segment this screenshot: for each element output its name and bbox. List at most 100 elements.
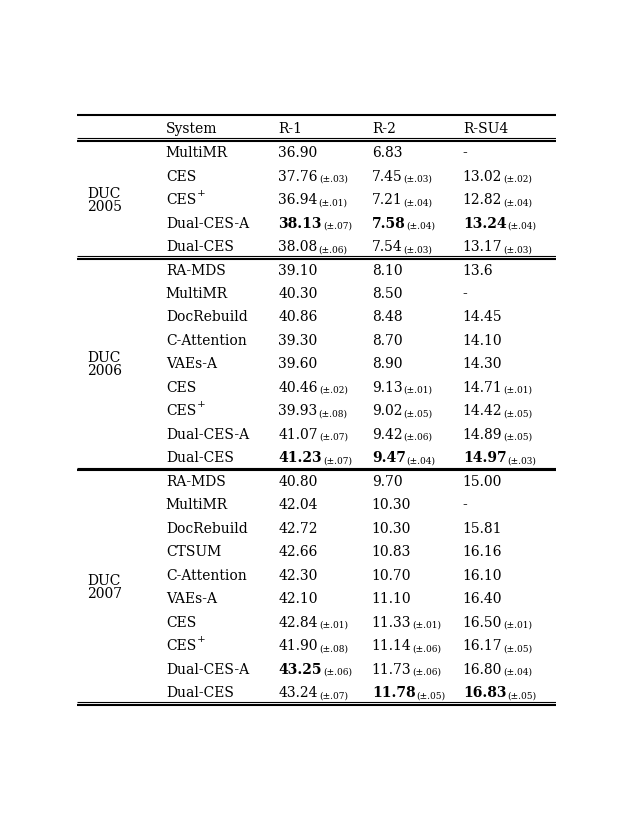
Text: MultiMR: MultiMR: [166, 287, 228, 301]
Text: 16.50: 16.50: [463, 616, 502, 630]
Text: 43.24: 43.24: [278, 686, 318, 700]
Text: 42.30: 42.30: [278, 569, 318, 583]
Text: DocRebuild: DocRebuild: [166, 311, 248, 325]
Text: 6.83: 6.83: [372, 146, 402, 160]
Text: MultiMR: MultiMR: [166, 146, 228, 160]
Text: (±.07): (±.07): [323, 222, 352, 231]
Text: 2006: 2006: [87, 364, 122, 378]
Text: 16.10: 16.10: [463, 569, 502, 583]
Text: (±.04): (±.04): [404, 198, 433, 207]
Text: CES: CES: [166, 381, 196, 395]
Text: (±.01): (±.01): [404, 386, 433, 395]
Text: -: -: [463, 499, 468, 513]
Text: 9.70: 9.70: [372, 475, 402, 489]
Text: RA-MDS: RA-MDS: [166, 264, 226, 278]
Text: 9.02: 9.02: [372, 405, 402, 419]
Text: MultiMR: MultiMR: [166, 499, 228, 513]
Text: 11.33: 11.33: [372, 616, 412, 630]
Text: 36.94: 36.94: [278, 193, 318, 207]
Text: 10.70: 10.70: [372, 569, 412, 583]
Text: CTSUM: CTSUM: [166, 545, 221, 559]
Text: 10.83: 10.83: [372, 545, 411, 559]
Text: 8.70: 8.70: [372, 334, 402, 348]
Text: (±.04): (±.04): [407, 222, 436, 231]
Text: (±.07): (±.07): [319, 691, 348, 700]
Text: (±.06): (±.06): [323, 667, 352, 677]
Text: Dual-CES-A: Dual-CES-A: [166, 217, 249, 231]
Text: 36.90: 36.90: [278, 146, 318, 160]
Text: DUC: DUC: [87, 186, 121, 200]
Text: C-Attention: C-Attention: [166, 334, 247, 348]
Text: (±.04): (±.04): [507, 222, 536, 231]
Text: 15.81: 15.81: [463, 522, 502, 536]
Text: (±.04): (±.04): [503, 667, 532, 677]
Text: 14.10: 14.10: [463, 334, 502, 348]
Text: (±.03): (±.03): [507, 456, 536, 466]
Text: DUC: DUC: [87, 351, 121, 365]
Text: 11.73: 11.73: [372, 662, 412, 677]
Text: CES: CES: [166, 170, 196, 184]
Text: 10.30: 10.30: [372, 499, 411, 513]
Text: 14.71: 14.71: [463, 381, 502, 395]
Text: (±.08): (±.08): [319, 410, 347, 419]
Text: 42.10: 42.10: [278, 592, 318, 606]
Text: CES: CES: [166, 405, 196, 419]
Text: 14.45: 14.45: [463, 311, 502, 325]
Text: (±.06): (±.06): [412, 667, 441, 677]
Text: (±.01): (±.01): [504, 386, 533, 395]
Text: 16.16: 16.16: [463, 545, 502, 559]
Text: Dual-CES: Dual-CES: [166, 240, 234, 254]
Text: C-Attention: C-Attention: [166, 569, 247, 583]
Text: -: -: [463, 146, 468, 160]
Text: -: -: [463, 287, 468, 301]
Text: (±.01): (±.01): [319, 620, 348, 630]
Text: (±.03): (±.03): [404, 175, 433, 184]
Text: 16.83: 16.83: [463, 686, 506, 700]
Text: 43.25: 43.25: [278, 662, 322, 677]
Text: (±.06): (±.06): [412, 644, 441, 653]
Text: (±.03): (±.03): [404, 245, 433, 254]
Text: 14.89: 14.89: [463, 428, 502, 442]
Text: 41.23: 41.23: [278, 452, 322, 466]
Text: 16.17: 16.17: [463, 639, 502, 653]
Text: Dual-CES-A: Dual-CES-A: [166, 428, 249, 442]
Text: R-2: R-2: [372, 123, 396, 137]
Text: Dual-CES: Dual-CES: [166, 452, 234, 466]
Text: 12.82: 12.82: [463, 193, 502, 207]
Text: (±.01): (±.01): [319, 198, 348, 207]
Text: 38.08: 38.08: [278, 240, 318, 254]
Text: DUC: DUC: [87, 574, 121, 588]
Text: 11.78: 11.78: [372, 686, 415, 700]
Text: (±.04): (±.04): [503, 198, 532, 207]
Text: (±.01): (±.01): [412, 620, 441, 630]
Text: 15.00: 15.00: [463, 475, 502, 489]
Text: 9.42: 9.42: [372, 428, 402, 442]
Text: 40.86: 40.86: [278, 311, 318, 325]
Text: 13.17: 13.17: [463, 240, 502, 254]
Text: (±.05): (±.05): [417, 691, 446, 700]
Text: 13.24: 13.24: [463, 217, 506, 231]
Text: 39.60: 39.60: [278, 358, 318, 372]
Text: (±.02): (±.02): [503, 175, 532, 184]
Text: System: System: [166, 123, 218, 137]
Text: (±.05): (±.05): [503, 433, 532, 442]
Text: 8.50: 8.50: [372, 287, 402, 301]
Text: 14.42: 14.42: [463, 405, 502, 419]
Text: 11.10: 11.10: [372, 592, 412, 606]
Text: 42.84: 42.84: [278, 616, 318, 630]
Text: 16.80: 16.80: [463, 662, 502, 677]
Text: (±.06): (±.06): [319, 245, 347, 254]
Text: 39.30: 39.30: [278, 334, 318, 348]
Text: +: +: [197, 635, 206, 644]
Text: Dual-CES-A: Dual-CES-A: [166, 662, 249, 677]
Text: R-1: R-1: [278, 123, 302, 137]
Text: CES: CES: [166, 639, 196, 653]
Text: DocRebuild: DocRebuild: [166, 522, 248, 536]
Text: VAEs-A: VAEs-A: [166, 592, 217, 606]
Text: (±.05): (±.05): [504, 410, 533, 419]
Text: (±.04): (±.04): [407, 456, 436, 466]
Text: (±.03): (±.03): [504, 245, 532, 254]
Text: RA-MDS: RA-MDS: [166, 475, 226, 489]
Text: 14.30: 14.30: [463, 358, 502, 372]
Text: 37.76: 37.76: [278, 170, 318, 184]
